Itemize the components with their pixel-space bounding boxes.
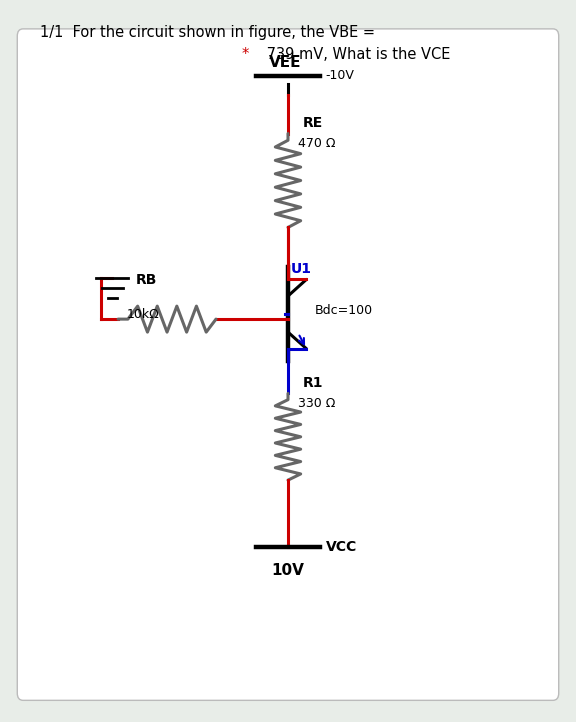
Text: *: *: [242, 47, 254, 62]
Text: RB: RB: [135, 273, 157, 287]
Text: 470 Ω: 470 Ω: [298, 137, 336, 150]
Text: Bdc=100: Bdc=100: [315, 304, 373, 317]
Text: 739 mV, What is the VCE: 739 mV, What is the VCE: [262, 47, 450, 62]
Text: 330 Ω: 330 Ω: [298, 397, 336, 410]
Text: 10kΩ: 10kΩ: [127, 308, 160, 321]
Text: VCC: VCC: [325, 539, 357, 554]
Text: -10V: -10V: [325, 69, 354, 82]
Text: RE: RE: [302, 116, 323, 130]
Text: R1: R1: [302, 376, 323, 390]
Text: 10V: 10V: [271, 563, 305, 578]
Text: VEE: VEE: [269, 55, 301, 70]
Text: U1: U1: [291, 262, 312, 276]
Text: 1/1  For the circuit shown in figure, the VBE =: 1/1 For the circuit shown in figure, the…: [40, 25, 376, 40]
